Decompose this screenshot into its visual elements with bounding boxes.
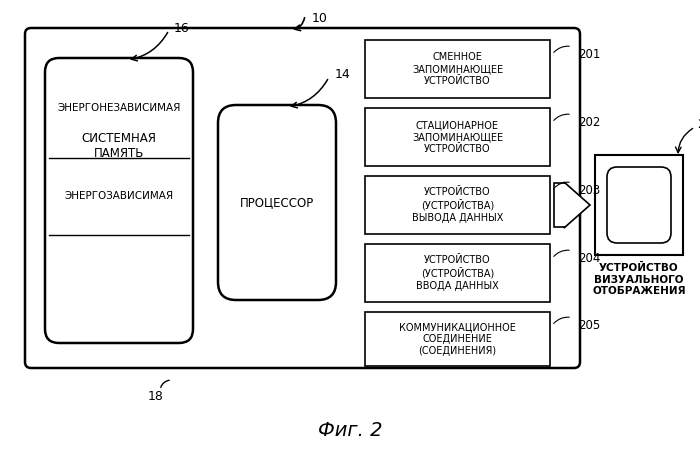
- Bar: [595, 155, 683, 255]
- Text: ЭНЕРГОНЕЗАВИСИМАЯ: ЭНЕРГОНЕЗАВИСИМАЯ: [57, 103, 181, 113]
- Text: 204: 204: [578, 252, 601, 265]
- Text: ЭНЕРГОЗАВИСИМАЯ: ЭНЕРГОЗАВИСИМАЯ: [64, 191, 174, 201]
- Text: 203: 203: [578, 184, 601, 197]
- Text: СИСТЕМНАЯ
ПАМЯТЬ: СИСТЕМНАЯ ПАМЯТЬ: [82, 132, 156, 160]
- Text: СТАЦИОНАРНОЕ
ЗАПОМИНАЮЩЕЕ
УСТРОЙСТВО: СТАЦИОНАРНОЕ ЗАПОМИНАЮЩЕЕ УСТРОЙСТВО: [412, 120, 503, 153]
- Text: 201: 201: [578, 48, 601, 61]
- Bar: [365, 244, 550, 302]
- FancyBboxPatch shape: [25, 28, 580, 368]
- Text: 10: 10: [312, 12, 328, 25]
- FancyBboxPatch shape: [45, 58, 193, 343]
- Bar: [365, 176, 550, 234]
- Text: 16: 16: [174, 22, 190, 34]
- Text: 20: 20: [697, 119, 700, 131]
- Text: СМЕННОЕ
ЗАПОМИНАЮЩЕЕ
УСТРОЙСТВО: СМЕННОЕ ЗАПОМИНАЮЩЕЕ УСТРОЙСТВО: [412, 52, 503, 86]
- Text: 205: 205: [578, 319, 601, 332]
- Text: 202: 202: [578, 116, 601, 129]
- Text: 14: 14: [335, 69, 351, 82]
- Bar: [365, 40, 550, 98]
- FancyBboxPatch shape: [218, 105, 336, 300]
- Bar: [365, 108, 550, 166]
- Text: УСТРОЙСТВО
(УСТРОЙСТВА)
ВВОДА ДАННЫХ: УСТРОЙСТВО (УСТРОЙСТВА) ВВОДА ДАННЫХ: [416, 256, 499, 290]
- Text: ПРОЦЕССОР: ПРОЦЕССОР: [240, 196, 314, 209]
- Text: УСТРОЙСТВО
ВИЗУАЛЬНОГО
ОТОБРАЖЕНИЯ: УСТРОЙСТВО ВИЗУАЛЬНОГО ОТОБРАЖЕНИЯ: [592, 263, 686, 296]
- Polygon shape: [554, 182, 590, 228]
- FancyBboxPatch shape: [607, 167, 671, 243]
- Text: УСТРОЙСТВО
(УСТРОЙСТВА)
ВЫВОДА ДАННЫХ: УСТРОЙСТВО (УСТРОЙСТВА) ВЫВОДА ДАННЫХ: [412, 187, 503, 223]
- Bar: [365, 312, 550, 366]
- Text: КОММУНИКАЦИОННОЕ
СОЕДИНЕНИЕ
(СОЕДИНЕНИЯ): КОММУНИКАЦИОННОЕ СОЕДИНЕНИЕ (СОЕДИНЕНИЯ): [399, 322, 516, 355]
- Text: 18: 18: [148, 390, 164, 403]
- Text: Фиг. 2: Фиг. 2: [318, 420, 382, 440]
